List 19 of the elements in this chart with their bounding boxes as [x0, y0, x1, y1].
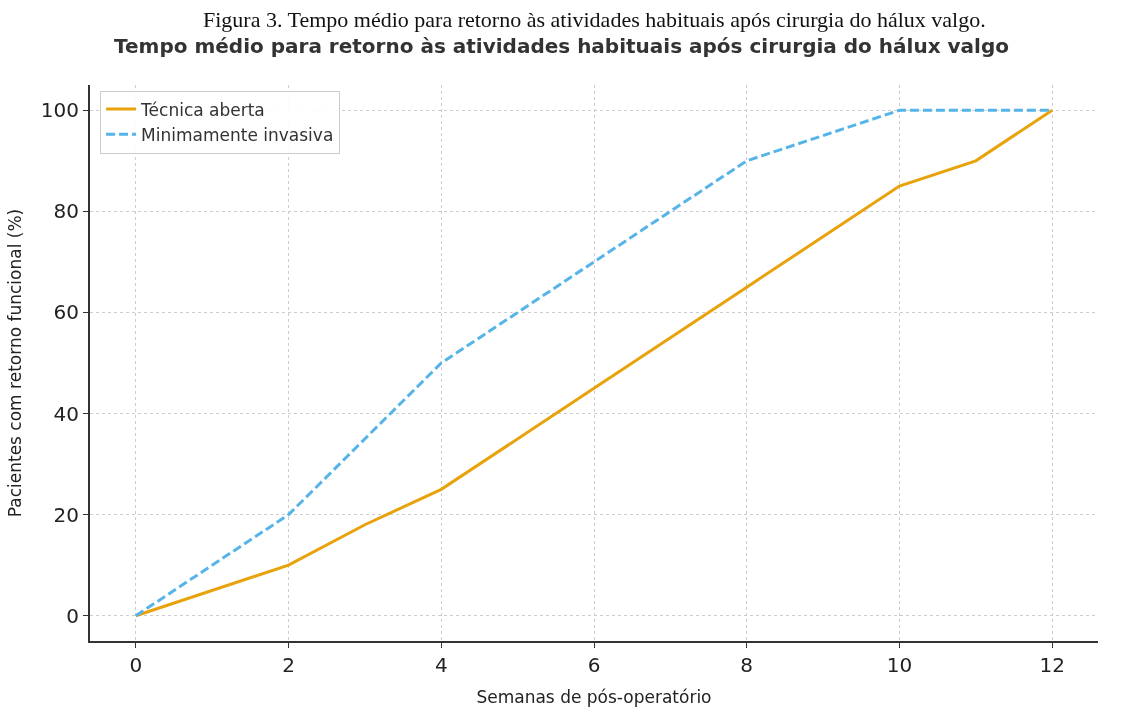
y-tick-label: 20: [53, 502, 79, 527]
x-tick-label: 10: [886, 653, 913, 677]
y-axis-title: Pacientes com retorno funcional (%): [4, 208, 25, 518]
y-tick-label: 100: [40, 98, 79, 123]
legend-label: Minimamente invasiva: [141, 124, 334, 145]
x-axis-title: Semanas de pós-operatório: [476, 686, 712, 707]
y-tick-label: 80: [53, 199, 79, 224]
x-tick-label: 4: [434, 653, 448, 677]
x-tick-label: 8: [740, 653, 754, 677]
legend-label: Técnica aberta: [140, 99, 265, 120]
chart-title: Tempo médio para retorno às atividades habituais após cirurgia do hálux valgo: [114, 34, 1009, 59]
y-tick-label: 60: [53, 300, 79, 325]
text: Figura 3. Tempo médio para retorno às atividades habituais após cirurgia do hálux valgo.: [203, 7, 986, 32]
x-tick-label: 6: [587, 653, 601, 677]
x-tick-label: 2: [282, 653, 295, 677]
x-tick-label: 0: [129, 653, 143, 677]
x-tick-label: 12: [1039, 653, 1065, 677]
y-tick-label: 0: [66, 603, 79, 628]
y-tick-label: 40: [53, 401, 79, 426]
